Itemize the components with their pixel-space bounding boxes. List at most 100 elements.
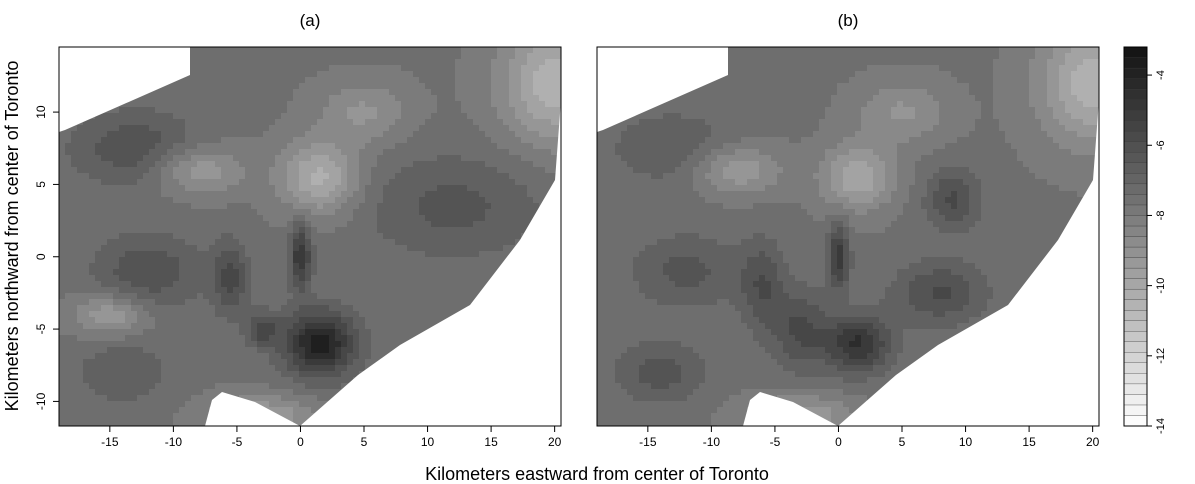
heat-cell (65, 155, 72, 162)
heat-cell (329, 305, 336, 312)
heat-cell (485, 179, 492, 186)
heat-cell (365, 311, 372, 318)
heat-cell (299, 65, 306, 72)
heat-cell (77, 197, 84, 204)
heat-cell (77, 167, 84, 174)
heat-cell (83, 161, 90, 168)
heat-cell (71, 341, 78, 348)
heat-cell (227, 389, 234, 396)
heat-cell (203, 299, 210, 306)
heat-cell (473, 185, 480, 192)
heat-cell (347, 221, 354, 228)
heat-cell (89, 185, 96, 192)
heat-cell (371, 275, 378, 282)
heat-cell (461, 71, 468, 78)
heat-cell (119, 257, 126, 264)
heat-cell (155, 161, 162, 168)
heat-cell (131, 137, 138, 144)
heat-cell (479, 263, 486, 270)
heat-cell (485, 89, 492, 96)
heat-cell (107, 221, 114, 228)
heat-cell (533, 101, 540, 108)
heat-cell (467, 149, 474, 156)
heat-cell (365, 65, 372, 72)
heat-cell (221, 77, 228, 84)
heat-cell (95, 311, 102, 318)
heat-cell (203, 203, 210, 210)
heat-cell (455, 47, 462, 54)
heat-cell (167, 329, 174, 336)
heat-cell (107, 263, 114, 270)
heat-cell (167, 269, 174, 276)
heat-cell (347, 239, 354, 246)
heat-cell (407, 149, 414, 156)
heat-cell (257, 173, 264, 180)
heat-cell (515, 89, 522, 96)
heat-cell (101, 329, 108, 336)
heat-cell (485, 59, 492, 66)
heat-cell (371, 131, 378, 138)
heat-cell (449, 101, 456, 108)
heat-cell (191, 215, 198, 222)
heat-cell (173, 143, 180, 150)
heat-cell (179, 299, 186, 306)
heat-cell (353, 209, 360, 216)
heat-cell (179, 359, 186, 366)
heat-cell (173, 131, 180, 138)
heat-cell (515, 131, 522, 138)
heat-cell (389, 59, 396, 66)
heat-cell (467, 185, 474, 192)
heat-cell (533, 173, 540, 180)
heat-cell (143, 383, 150, 390)
heat-cell (407, 119, 414, 126)
heat-cell (245, 179, 252, 186)
heat-cell (155, 179, 162, 186)
heat-cell (245, 107, 252, 114)
heat-cell (77, 143, 84, 150)
heat-cell (221, 191, 228, 198)
heat-cell (239, 215, 246, 222)
heat-cell (143, 173, 150, 180)
heat-cell (173, 389, 180, 396)
heat-cell (491, 89, 498, 96)
heat-cell (395, 275, 402, 282)
heat-cell (431, 275, 438, 282)
heat-cell (59, 275, 66, 282)
heat-cell (281, 131, 288, 138)
heat-cell (149, 395, 156, 402)
heat-cell (113, 185, 120, 192)
heat-cell (161, 257, 168, 264)
heat-cell (431, 95, 438, 102)
heat-cell (65, 383, 72, 390)
heat-cell (509, 95, 516, 102)
heat-cell (353, 161, 360, 168)
heat-cell (59, 299, 66, 306)
heat-cell (233, 371, 240, 378)
heat-cell (179, 191, 186, 198)
heat-cell (329, 335, 336, 342)
heat-cell (251, 113, 258, 120)
heat-cell (329, 53, 336, 60)
heat-cell (149, 143, 156, 150)
heat-cell (515, 191, 522, 198)
heat-cell (515, 167, 522, 174)
heat-cell (119, 149, 126, 156)
heat-cell (257, 233, 264, 240)
heat-cell (395, 269, 402, 276)
heat-cell (245, 233, 252, 240)
heat-cell (287, 191, 294, 198)
heat-cell (257, 305, 264, 312)
heat-cell (107, 191, 114, 198)
heat-cell (299, 365, 306, 372)
heat-cell (311, 125, 318, 132)
heat-cell (257, 161, 264, 168)
heat-cell (65, 227, 72, 234)
heat-cell (263, 305, 270, 312)
heat-cell (155, 269, 162, 276)
heat-cell (377, 107, 384, 114)
heat-cell (227, 95, 234, 102)
heat-cell (323, 275, 330, 282)
heat-cell (353, 317, 360, 324)
heat-cell (83, 371, 90, 378)
heat-cell (449, 77, 456, 84)
